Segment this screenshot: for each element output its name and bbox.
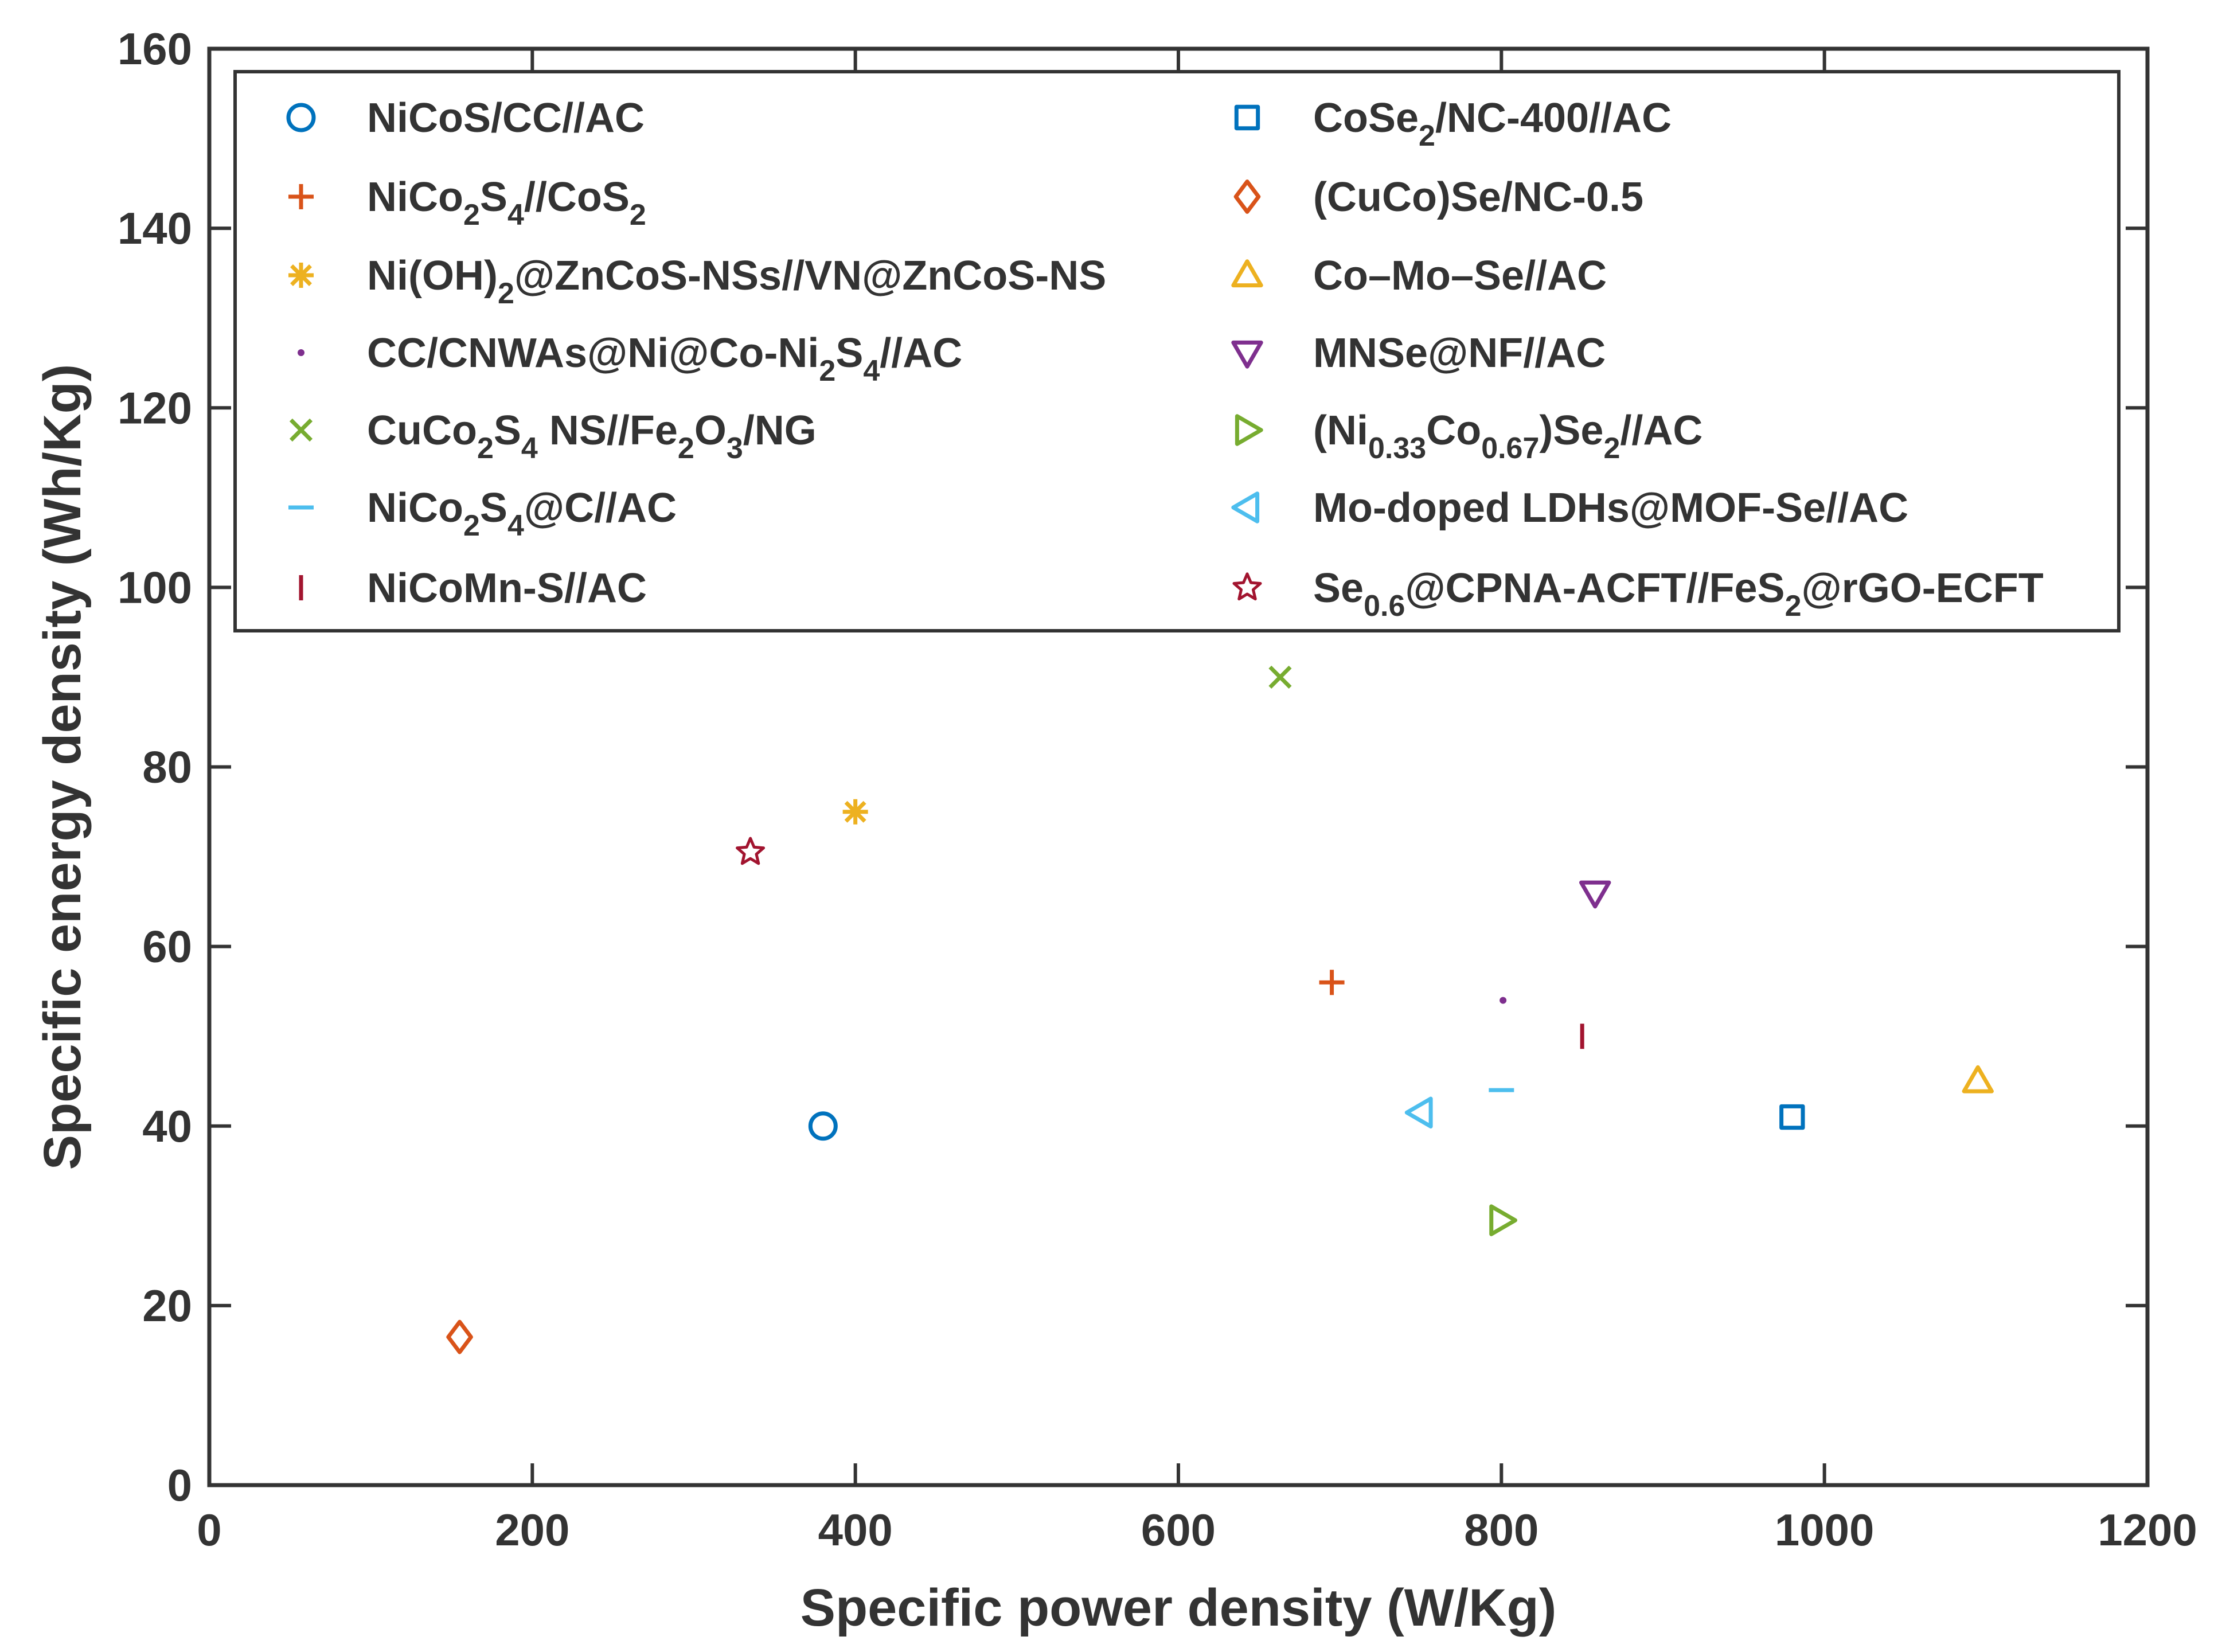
point-s14 xyxy=(736,837,766,865)
point-s2 xyxy=(1319,970,1345,995)
legend-item-s5: CuCo2S4 NS//Fe2O3/NG xyxy=(289,408,817,465)
legend-label-s1: NiCoS/CC//AC xyxy=(367,95,645,141)
legend-marker-s3 xyxy=(288,263,314,288)
legend-item-s11: MNSe@NF//AC xyxy=(1231,330,1606,376)
data-points xyxy=(446,665,1994,1354)
legend-label-s4: CC/CNWAs@Ni@Co-Ni2S4//AC xyxy=(367,330,962,388)
legend-label-s3: Ni(OH)2@ZnCoS-NSs//VN@ZnCoS-NS xyxy=(367,253,1106,310)
point-s5 xyxy=(1268,665,1292,689)
legend-item-s7: NiCoMn-S//AC xyxy=(299,565,647,611)
legend-item-s13: Mo-doped LDHs@MOF-Se//AC xyxy=(1231,485,1908,531)
legend-item-s4: CC/CNWAs@Ni@Co-Ni2S4//AC xyxy=(298,330,962,388)
y-tick-label-160: 160 xyxy=(118,24,192,74)
y-tick-label-40: 40 xyxy=(142,1101,192,1151)
point-s11 xyxy=(1579,880,1611,909)
legend-item-s12: (Ni0.33Co0.67)Se2//AC xyxy=(1235,408,1702,465)
legend-item-s6: NiCo2S4@C//AC xyxy=(288,485,677,542)
legend-label-s12: (Ni0.33Co0.67)Se2//AC xyxy=(1313,408,1702,465)
x-tick-label-800: 800 xyxy=(1464,1505,1538,1555)
y-tick-label-60: 60 xyxy=(142,921,192,972)
point-s12 xyxy=(1489,1204,1518,1236)
legend-item-s1: NiCoS/CC//AC xyxy=(286,95,645,141)
legend-item-s10: Co–Mo–Se//AC xyxy=(1231,253,1607,299)
legend-marker-s1 xyxy=(286,103,316,132)
y-tick-label-120: 120 xyxy=(118,382,192,433)
point-s3 xyxy=(842,799,868,825)
legend-item-s2: NiCo2S4//CoS2 xyxy=(288,174,646,232)
point-s13 xyxy=(1404,1096,1433,1128)
tick-labels: 0 200 400 600 800 1000 1200 0 20 40 60 80 100 120 140 1… xyxy=(118,24,2197,1555)
x-tick-label-600: 600 xyxy=(1141,1505,1216,1555)
legend-label-s5: CuCo2S4 NS//Fe2O3/NG xyxy=(367,408,817,465)
legend-box xyxy=(233,70,2121,632)
legend-item-s14: Se0.6@CPNA-ACFT//FeS2@rGO-ECFT xyxy=(1232,565,2044,623)
x-tick-label-200: 200 xyxy=(495,1505,569,1555)
x-tick-label-0: 0 xyxy=(197,1505,221,1555)
legend-label-s13: Mo-doped LDHs@MOF-Se//AC xyxy=(1313,485,1908,531)
legend-item-s9: (CuCo)Se/NC-0.5 xyxy=(1233,174,1643,220)
y-tick-label-20: 20 xyxy=(142,1280,192,1331)
point-s9 xyxy=(446,1319,473,1354)
point-s10 xyxy=(1962,1065,1994,1093)
x-tick-label-1000: 1000 xyxy=(1775,1505,1875,1555)
point-s4 xyxy=(1500,997,1507,1004)
x-tick-label-400: 400 xyxy=(818,1505,893,1555)
y-tick-label-140: 140 xyxy=(118,203,192,253)
y-tick-label-0: 0 xyxy=(167,1460,192,1510)
legend-marker-s5 xyxy=(289,418,313,442)
legend: NiCoS/CC//AC NiCo2S4//CoS2 Ni(OH)2@ZnCoS-N… xyxy=(233,70,2121,632)
legend-label-s10: Co–Mo–Se//AC xyxy=(1313,253,1607,299)
legend-marker-s12 xyxy=(1235,414,1263,446)
y-tick-label-100: 100 xyxy=(118,562,192,612)
y-axis-title: Specific energy density (Wh/Kg) xyxy=(33,364,92,1170)
point-s1 xyxy=(808,1111,838,1141)
point-s8 xyxy=(1779,1104,1805,1130)
legend-label-s8: CoSe2/NC-400//AC xyxy=(1313,95,1672,153)
y-tick-label-80: 80 xyxy=(142,742,192,792)
legend-marker-s2 xyxy=(288,184,314,209)
legend-marker-s8 xyxy=(1234,104,1260,131)
legend-label-s6: NiCo2S4@C//AC xyxy=(367,485,677,542)
legend-label-s14: Se0.6@CPNA-ACFT//FeS2@rGO-ECFT xyxy=(1313,565,2044,623)
legend-marker-s4 xyxy=(298,349,304,356)
x-axis-title: Specific power density (W/Kg) xyxy=(800,1579,1557,1637)
legend-label-s2: NiCo2S4//CoS2 xyxy=(367,174,646,232)
legend-marker-s14 xyxy=(1232,572,1262,601)
legend-marker-s9 xyxy=(1233,179,1261,214)
legend-marker-s13 xyxy=(1231,491,1260,524)
legend-marker-s10 xyxy=(1231,259,1263,288)
legend-label-s11: MNSe@NF//AC xyxy=(1313,330,1606,376)
legend-item-s8: CoSe2/NC-400//AC xyxy=(1234,95,1672,153)
legend-item-s3: Ni(OH)2@ZnCoS-NSs//VN@ZnCoS-NS xyxy=(288,253,1106,310)
plot-frame xyxy=(207,46,2150,1487)
legend-marker-s11 xyxy=(1231,340,1263,369)
legend-label-s7: NiCoMn-S//AC xyxy=(367,565,647,611)
legend-label-s9: (CuCo)Se/NC-0.5 xyxy=(1313,174,1643,220)
x-tick-label-1200: 1200 xyxy=(2098,1505,2197,1555)
